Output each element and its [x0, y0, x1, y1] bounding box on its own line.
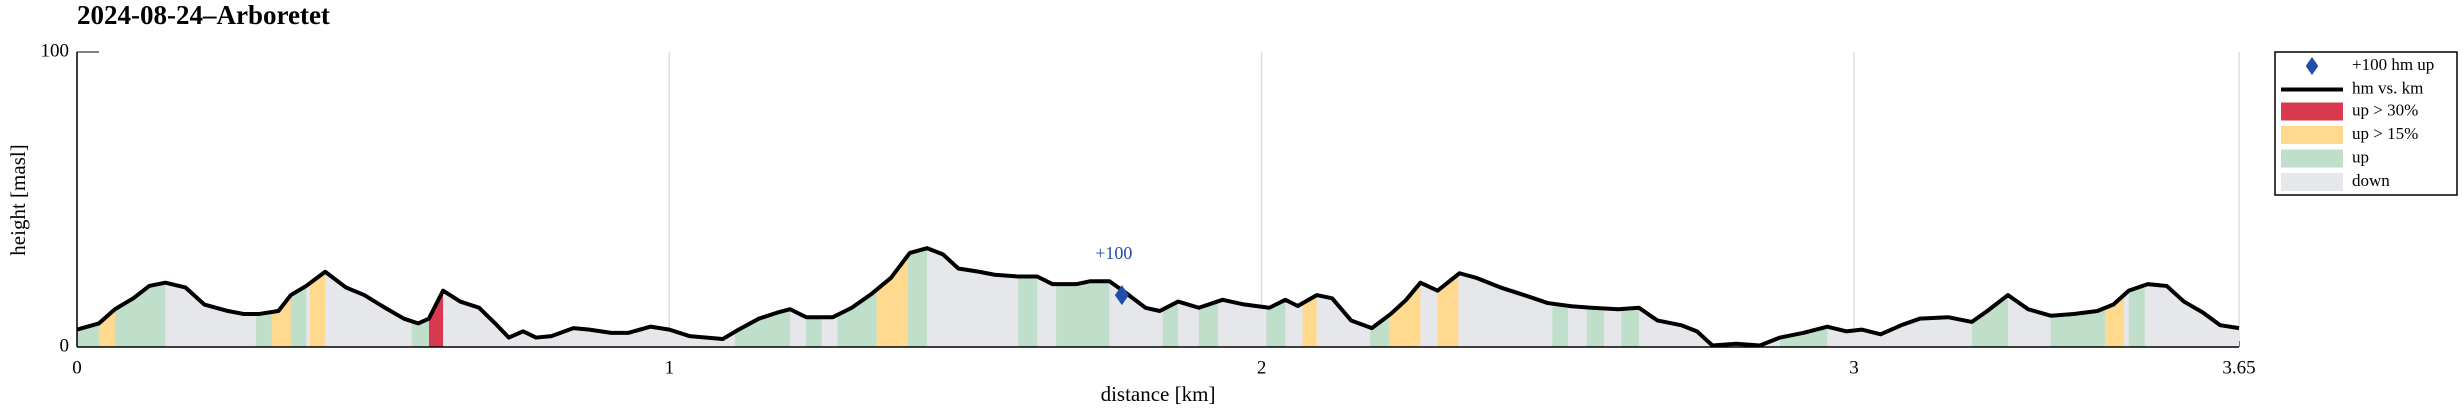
y-tick-label: 0 — [60, 335, 70, 356]
grade-band — [1779, 248, 1828, 347]
legend-swatch — [2281, 149, 2343, 168]
legend-swatch — [2281, 126, 2343, 144]
grade-band — [1018, 248, 1038, 347]
x-tick-label: 3.65 — [2222, 357, 2255, 378]
grade-band — [255, 248, 272, 347]
legend-label: hm vs. km — [2352, 78, 2423, 97]
legend-label: up — [2352, 147, 2369, 166]
grade-band — [1437, 248, 1459, 347]
x-tick-label: 3 — [1849, 357, 1859, 378]
grade-band — [309, 248, 326, 347]
legend-label: down — [2352, 171, 2390, 190]
down-area — [77, 248, 2239, 347]
grade-band — [876, 248, 909, 347]
y-axis-label: height [masl] — [6, 144, 30, 255]
climb-marker-label: +100 — [1095, 243, 1132, 263]
legend-label: +100 hm up — [2352, 55, 2434, 74]
grade-band — [2050, 248, 2106, 347]
grade-band — [411, 248, 429, 347]
grade-band — [271, 248, 291, 347]
grade-band — [77, 248, 99, 347]
grade-band — [1586, 248, 1605, 347]
x-tick-label: 0 — [72, 357, 82, 378]
grade-band — [2128, 248, 2145, 347]
x-axis-label: distance [km] — [1101, 382, 1216, 406]
grade-band — [98, 248, 115, 347]
legend-swatch — [2281, 102, 2343, 121]
legend-marker — [2305, 57, 2319, 75]
grade-band — [290, 248, 307, 347]
legend-swatch — [2281, 173, 2343, 191]
grade-band — [908, 248, 927, 347]
chart-title: 2024-08-24–Arboretet — [77, 0, 330, 30]
y-tick-label: 100 — [41, 40, 70, 61]
grade-band — [1370, 248, 1390, 347]
legend-box — [2274, 51, 2458, 196]
grade-band — [806, 248, 822, 347]
grade-band — [735, 248, 791, 347]
climb-marker — [1114, 285, 1129, 306]
grade-band — [1971, 248, 2008, 347]
legend-label: up > 15% — [2352, 124, 2418, 143]
legend-label: up > 30% — [2352, 100, 2418, 119]
x-tick-label: 2 — [1257, 357, 1267, 378]
grade-band — [1621, 248, 1639, 347]
x-tick-label: 1 — [665, 357, 675, 378]
profile-line — [76, 246, 2240, 348]
grade-band — [1056, 248, 1110, 347]
